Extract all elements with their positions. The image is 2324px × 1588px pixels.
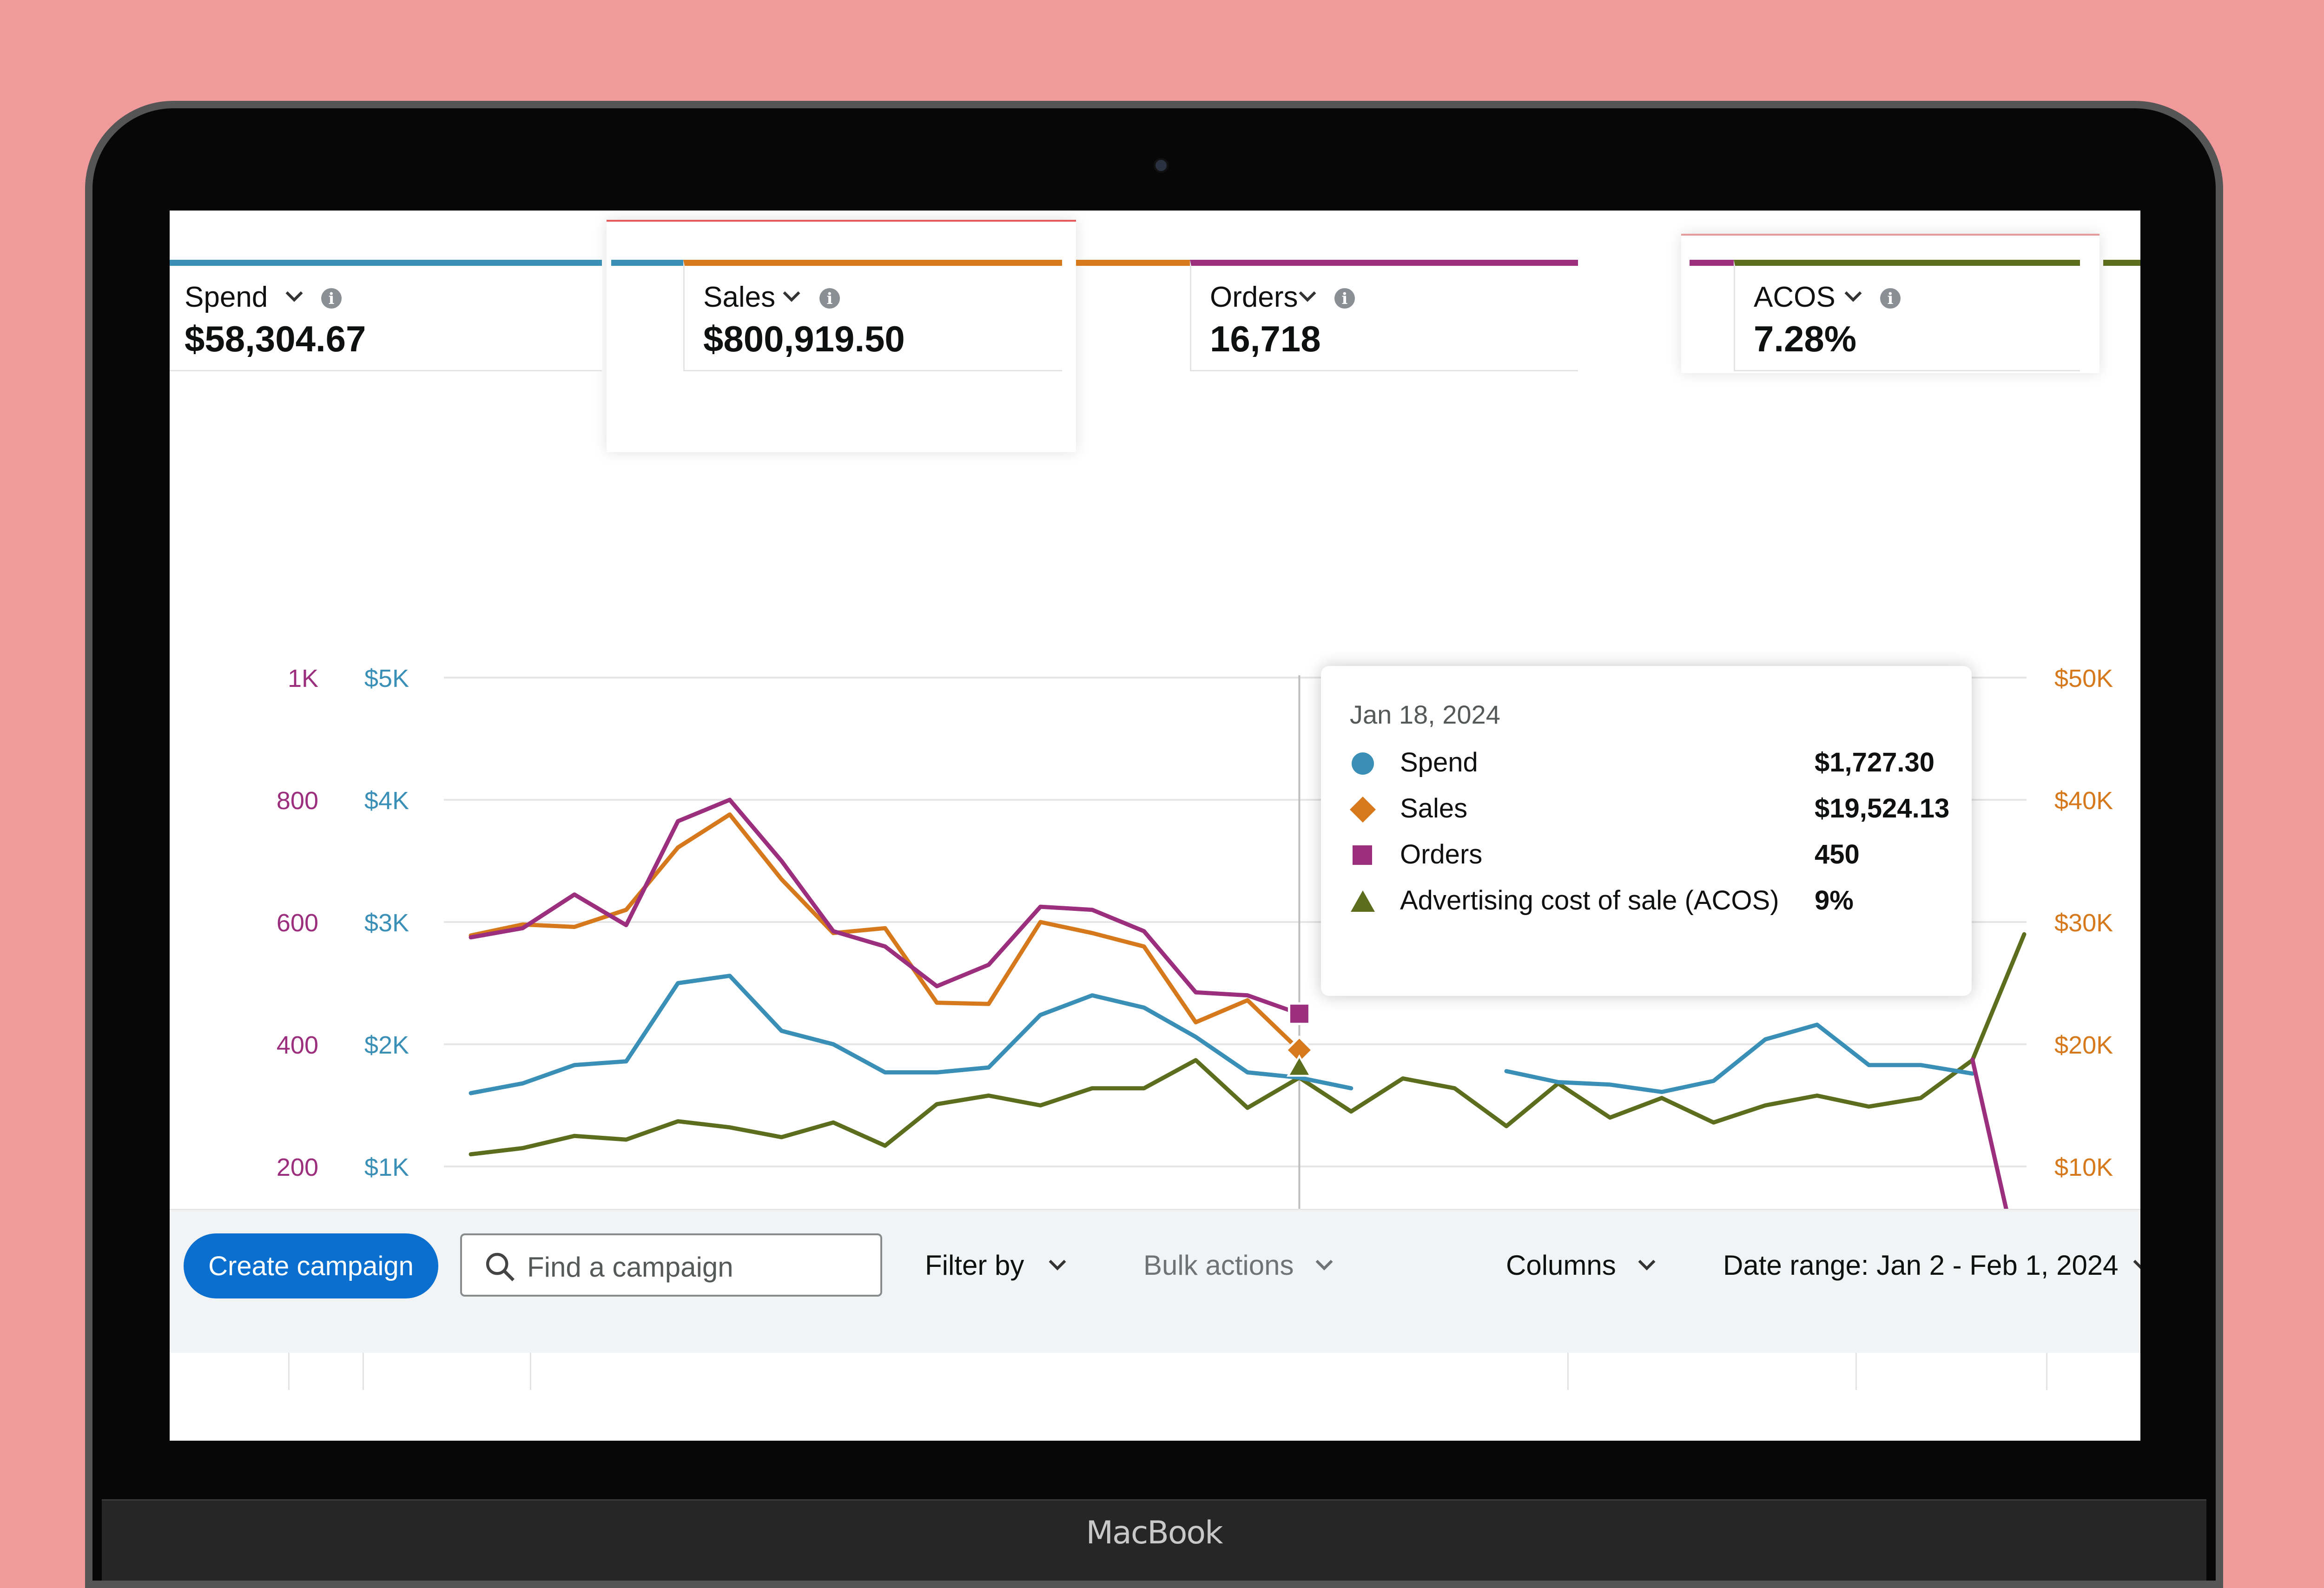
info-icon[interactable]: i: [819, 288, 840, 309]
acos-hover-point: [1286, 1054, 1312, 1077]
chart-tooltip: Jan 18, 2024 Spend $1,727.30 Sales $19,5…: [1321, 666, 1972, 996]
column-divider: [530, 1353, 531, 1390]
chevron-down-icon[interactable]: [1840, 283, 1866, 309]
tooltip-row-acos: Advertising cost of sale (ACOS) 9%: [1350, 878, 1954, 920]
sales-color-strip: [1076, 260, 1190, 266]
column-divider: [288, 1353, 290, 1390]
filter-by-dropdown[interactable]: Filter by: [925, 1250, 1024, 1281]
y-tick-label-orders: 400: [277, 1031, 318, 1059]
y-tick-label-orders: 1K: [288, 665, 318, 692]
campaign-table-header: [170, 1353, 2140, 1441]
metric-card-spend[interactable]: Spend i $58,304.67: [170, 260, 602, 371]
column-divider: [2046, 1353, 2047, 1390]
metric-card-sales[interactable]: Sales i $800,919.50: [683, 260, 1062, 371]
y-tick-label-spend: $5K: [364, 665, 409, 692]
tooltip-series-name: Sales: [1400, 793, 1468, 824]
series-line-sales: [469, 812, 1301, 1052]
triangle-marker-icon: [1351, 890, 1375, 912]
square-marker-icon: [1353, 845, 1372, 865]
chevron-down-icon[interactable]: [2129, 1251, 2140, 1277]
y-tick-label-sales: $10K: [2054, 1153, 2113, 1181]
metric-value: $58,304.67: [185, 318, 366, 359]
tooltip-series-name: Spend: [1400, 747, 1478, 778]
metric-card-orders[interactable]: Orders i 16,718: [1190, 260, 1578, 371]
tooltip-row-orders: Orders 450: [1350, 832, 1954, 874]
metric-value: 16,718: [1210, 318, 1321, 359]
series-line-spend: [469, 974, 1975, 1095]
campaign-toolbar: Create campaign Find a campaign Filter b…: [170, 1209, 2140, 1354]
screen: Spend i $58,304.67 Sales i $800,919.50 O…: [170, 211, 2140, 1441]
metric-value: $800,919.50: [703, 318, 905, 359]
tooltip-row-sales: Sales $19,524.13: [1350, 786, 1954, 828]
circle-marker-icon: [1352, 752, 1374, 775]
chevron-down-icon[interactable]: [281, 283, 307, 309]
tooltip-series-value: $1,727.30: [1815, 747, 1935, 778]
y-tick-label-sales: $20K: [2054, 1031, 2113, 1059]
diamond-marker-icon: [1350, 797, 1376, 823]
orders-color-strip: [1690, 260, 1734, 266]
info-icon[interactable]: i: [1880, 288, 1901, 309]
metric-label: Orders: [1210, 281, 1298, 313]
y-tick-label-orders: 600: [277, 909, 318, 937]
chevron-down-icon[interactable]: [779, 283, 805, 309]
acos-color-strip: [2103, 260, 2140, 266]
sales-selected-line: [607, 220, 1076, 222]
column-divider: [1855, 1353, 1857, 1390]
chevron-down-icon[interactable]: [1294, 283, 1320, 309]
tooltip-series-value: $19,524.13: [1815, 793, 1950, 824]
tooltip-date: Jan 18, 2024: [1350, 700, 1500, 729]
metric-label: Spend: [185, 281, 268, 313]
info-icon[interactable]: i: [1334, 288, 1355, 309]
spend-color-strip: [611, 260, 683, 266]
column-divider: [1567, 1353, 1569, 1390]
tooltip-row-spend: Spend $1,727.30: [1350, 740, 1954, 782]
series-line-acos: [469, 932, 2027, 1157]
columns-dropdown[interactable]: Columns: [1506, 1250, 1616, 1281]
tooltip-series-name: Orders: [1400, 839, 1483, 870]
y-tick-label-spend: $3K: [364, 909, 409, 937]
y-tick-label-orders: 200: [277, 1153, 318, 1181]
metric-label: ACOS: [1754, 281, 1835, 313]
bulk-actions-dropdown[interactable]: Bulk actions: [1143, 1250, 1294, 1281]
column-divider: [363, 1353, 364, 1390]
create-campaign-button[interactable]: Create campaign: [184, 1233, 438, 1298]
tooltip-series-value: 450: [1815, 839, 1860, 870]
tooltip-series-value: 9%: [1815, 885, 1854, 916]
chevron-down-icon[interactable]: [1044, 1251, 1070, 1277]
y-tick-label-sales: $30K: [2054, 909, 2113, 937]
date-range-dropdown[interactable]: Date range: Jan 2 - Feb 1, 2024: [1723, 1250, 2119, 1281]
search-placeholder: Find a campaign: [527, 1252, 733, 1283]
chevron-down-icon[interactable]: [1311, 1251, 1337, 1277]
chevron-down-icon[interactable]: [1634, 1251, 1660, 1277]
y-tick-label-sales: $50K: [2054, 665, 2113, 692]
find-campaign-input[interactable]: Find a campaign: [460, 1233, 882, 1297]
y-tick-label-spend: $1K: [364, 1153, 409, 1181]
acos-selected-line: [1681, 234, 2100, 236]
laptop-bottom-bezel: MacBook: [102, 1499, 2206, 1581]
metric-label: Sales: [703, 281, 776, 313]
camera-icon: [1154, 158, 1169, 173]
orders-hover-point: [1287, 1002, 1311, 1025]
y-tick-label-sales: $40K: [2054, 787, 2113, 815]
laptop-brand: MacBook: [1086, 1515, 1223, 1551]
info-icon[interactable]: i: [321, 288, 342, 309]
metric-value: 7.28%: [1754, 318, 1857, 359]
y-tick-label-orders: 800: [277, 787, 318, 815]
search-icon: [486, 1252, 515, 1281]
y-tick-label-spend: $4K: [364, 787, 409, 815]
y-tick-label-spend: $2K: [364, 1031, 409, 1059]
metric-cards: Spend i $58,304.67 Sales i $800,919.50 O…: [170, 211, 2140, 452]
tooltip-series-name: Advertising cost of sale (ACOS): [1400, 885, 1779, 916]
metric-card-acos[interactable]: ACOS i 7.28%: [1734, 260, 2080, 371]
